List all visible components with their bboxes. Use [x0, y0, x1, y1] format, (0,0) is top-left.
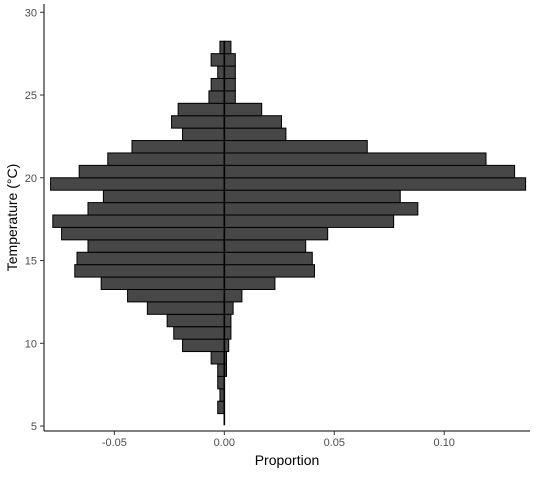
bar-right-25 [223, 90, 236, 104]
y-tick-label: 10 [25, 338, 37, 350]
bar-left-19 [78, 164, 225, 179]
bar-left-15 [52, 214, 225, 228]
bar-left-17 [102, 189, 225, 204]
y-tick-label: 30 [25, 7, 37, 19]
bar-left-28 [210, 53, 225, 67]
bar-left-26 [210, 77, 225, 92]
y-axis-title: Temperature (°C) [4, 164, 20, 272]
bar-right-28 [223, 53, 236, 67]
bar-right-6 [223, 326, 232, 340]
bar-left-18 [50, 177, 225, 191]
bar-right-16 [223, 202, 419, 216]
bar-right-13 [223, 239, 307, 253]
bar-left-8 [146, 301, 225, 315]
bar-left-5 [182, 338, 225, 353]
bar-right-8 [223, 301, 234, 315]
bar-right-21 [223, 140, 368, 154]
bar-left-0 [217, 400, 225, 415]
bar-left-14 [61, 226, 225, 241]
bar-left-27 [217, 65, 225, 79]
x-tick-label: 0.00 [214, 437, 235, 449]
bar-right-12 [223, 251, 313, 266]
bar-left-6 [173, 326, 225, 340]
bar-right-10 [223, 276, 276, 290]
bar-right-19 [223, 164, 516, 179]
y-tick-label: 25 [25, 90, 37, 102]
bar-left-3 [217, 363, 225, 377]
bar-left-24 [177, 102, 225, 117]
bar-right-14 [223, 226, 329, 241]
x-tick-label: 0.10 [434, 437, 455, 449]
bars-layer [50, 40, 527, 415]
bar-left-20 [107, 152, 225, 166]
bar-left-12 [76, 251, 225, 266]
y-axis-ticks: 5 10 15 20 25 30 [25, 7, 44, 433]
bar-right-22 [223, 127, 287, 142]
bar-right-26 [223, 77, 236, 92]
bar-right-7 [223, 313, 232, 328]
y-tick-label: 15 [25, 256, 37, 268]
bar-left-11 [74, 264, 225, 278]
bar-right-15 [223, 214, 395, 228]
bar-left-2 [217, 375, 225, 390]
bar-left-4 [210, 351, 225, 365]
bar-right-18 [223, 177, 527, 191]
bar-right-20 [223, 152, 487, 166]
x-axis-ticks: -0.05 0.00 0.05 0.10 [102, 431, 455, 449]
y-tick-label: 20 [25, 173, 37, 185]
bar-right-17 [223, 189, 401, 204]
bar-right-27 [223, 65, 236, 79]
bar-left-22 [182, 127, 225, 142]
bar-left-25 [208, 90, 225, 104]
bar-right-24 [223, 102, 263, 117]
bar-right-9 [223, 288, 243, 303]
bar-left-13 [87, 239, 225, 253]
x-tick-label: 0.05 [324, 437, 345, 449]
x-tick-label: -0.05 [102, 437, 127, 449]
bar-left-21 [131, 140, 225, 154]
bar-left-9 [127, 288, 225, 303]
bar-right-29 [223, 40, 232, 55]
bar-right-23 [223, 115, 283, 129]
bar-left-23 [171, 115, 225, 129]
y-tick-label: 5 [31, 421, 37, 433]
bar-left-10 [100, 276, 225, 290]
x-axis-title: Proportion [255, 452, 320, 468]
bar-right-11 [223, 264, 315, 278]
bar-left-7 [166, 313, 225, 328]
bar-left-16 [87, 202, 225, 216]
